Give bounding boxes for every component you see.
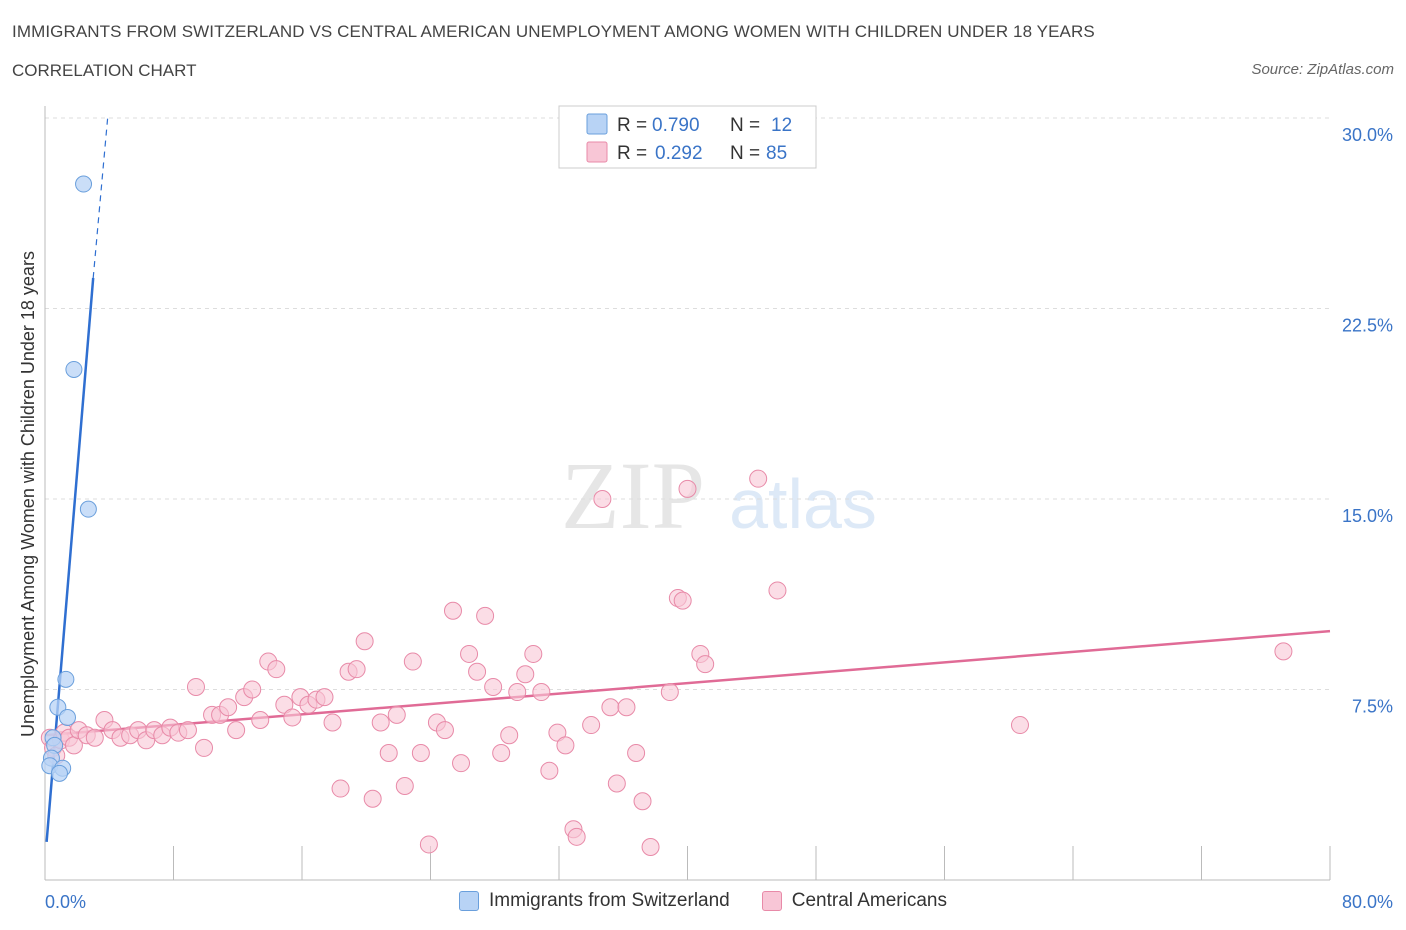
point-central-americans <box>452 754 471 773</box>
point-central-americans <box>492 744 511 762</box>
legend-swatch-central-americans <box>761 891 782 911</box>
point-central-americans <box>540 761 559 780</box>
point-central-americans <box>627 744 646 762</box>
point-central-americans <box>1010 716 1029 735</box>
point-central-americans <box>435 721 454 740</box>
stats-legend-n-label-2: N = <box>730 143 760 164</box>
chart-title: IMMIGRANTS FROM SWITZERLAND VS CENTRAL A… <box>12 22 1095 41</box>
stats-legend-swatch-pink <box>586 141 608 163</box>
point-central-americans <box>1274 642 1293 661</box>
point-central-americans <box>516 665 535 684</box>
point-central-americans <box>548 723 567 742</box>
point-switzerland <box>50 764 68 782</box>
point-central-americans <box>673 591 692 610</box>
point-central-americans <box>601 698 620 717</box>
chart-subtitle: CORRELATION CHART <box>12 61 197 80</box>
point-central-americans <box>323 713 342 732</box>
point-central-americans <box>411 744 430 762</box>
point-central-americans <box>532 683 551 702</box>
point-central-americans <box>476 606 495 625</box>
x-tick-label: 80.0% <box>1342 892 1393 912</box>
point-central-americans <box>749 469 768 488</box>
data-points <box>40 175 1293 856</box>
point-central-americans <box>500 726 519 745</box>
point-central-americans <box>508 683 527 702</box>
point-central-americans <box>251 710 270 729</box>
x-tick-label: 0.0% <box>45 892 86 912</box>
point-central-americans <box>468 662 487 681</box>
axes <box>44 106 1331 881</box>
point-central-americans <box>617 698 636 717</box>
legend-label-switzerland: Immigrants from Switzerland <box>489 890 730 911</box>
stats-legend-swatch-blue <box>586 113 608 135</box>
point-central-americans <box>387 705 406 724</box>
point-central-americans <box>403 652 422 671</box>
point-central-americans <box>379 744 398 762</box>
point-central-americans <box>419 835 438 854</box>
point-central-americans <box>582 716 601 735</box>
point-central-americans <box>243 680 262 699</box>
stats-legend-r-label-1: R = <box>617 115 647 136</box>
point-central-americans <box>460 644 479 663</box>
point-switzerland <box>79 500 97 518</box>
y-tick-label: 30.0% <box>1342 125 1393 145</box>
point-central-americans <box>331 779 350 798</box>
y-tick-label: 22.5% <box>1342 316 1393 336</box>
point-central-americans <box>633 792 652 811</box>
point-central-americans <box>678 479 697 498</box>
stats-legend-n-label-1: N = <box>730 115 760 136</box>
point-central-americans <box>395 777 414 796</box>
point-central-americans <box>315 688 334 707</box>
point-switzerland <box>65 360 83 378</box>
point-central-americans <box>267 660 286 679</box>
watermark: ZIP atlas <box>561 442 877 549</box>
y-tick-label: 15.0% <box>1342 506 1393 526</box>
point-central-americans <box>186 677 205 696</box>
trendline-central-americans <box>44 629 1331 737</box>
legend-item-central-americans: Central Americans <box>761 890 947 912</box>
point-switzerland <box>75 175 93 193</box>
point-central-americans <box>178 721 197 740</box>
point-central-americans <box>283 708 302 727</box>
stats-legend-r-value-2: 0.292 <box>655 143 703 164</box>
point-central-americans <box>355 632 374 651</box>
trendline-switzerland-extension <box>92 117 109 279</box>
point-central-americans <box>219 698 238 717</box>
point-central-americans <box>696 655 715 674</box>
stats-legend-n-value-2: 85 <box>766 143 787 164</box>
legend-swatch-switzerland <box>459 891 480 911</box>
point-central-americans <box>195 738 214 757</box>
point-central-americans <box>347 660 366 679</box>
point-central-americans <box>607 774 626 793</box>
point-central-americans <box>660 683 679 702</box>
tick-labels: 7.5% 15.0% 22.5% 30.0% 0.0% 80.0% <box>45 125 1393 912</box>
point-central-americans <box>567 827 586 846</box>
y-tick-label: 7.5% <box>1352 697 1393 717</box>
point-central-americans <box>85 728 104 747</box>
point-central-americans <box>556 736 575 755</box>
point-central-americans <box>443 601 462 620</box>
watermark-zip: ZIP <box>561 442 705 549</box>
source-credit: Source: ZipAtlas.com <box>1251 61 1394 78</box>
point-switzerland <box>57 670 75 688</box>
point-central-americans <box>275 695 294 714</box>
stats-legend-r-value-1: 0.790 <box>652 115 700 136</box>
point-central-americans <box>593 490 612 508</box>
legend-label-central-americans: Central Americans <box>791 890 947 911</box>
point-central-americans <box>768 581 787 600</box>
y-axis-label: Unemployment Among Women with Children U… <box>18 251 38 737</box>
stats-legend: R = 0.790 N = 12 R = 0.292 N = 85 <box>558 105 817 169</box>
point-central-americans <box>484 677 503 696</box>
stats-legend-n-value-1: 12 <box>771 115 792 136</box>
point-central-americans <box>363 789 382 808</box>
point-switzerland <box>58 708 76 726</box>
legend-item-switzerland: Immigrants from Switzerland <box>459 890 730 912</box>
point-central-americans <box>524 644 543 663</box>
point-central-americans <box>641 837 660 856</box>
stats-legend-r-label-2: R = <box>617 143 647 164</box>
point-central-americans <box>227 721 246 740</box>
series-legend: Immigrants from Switzerland Central Amer… <box>0 890 1406 912</box>
point-central-americans <box>371 713 390 732</box>
